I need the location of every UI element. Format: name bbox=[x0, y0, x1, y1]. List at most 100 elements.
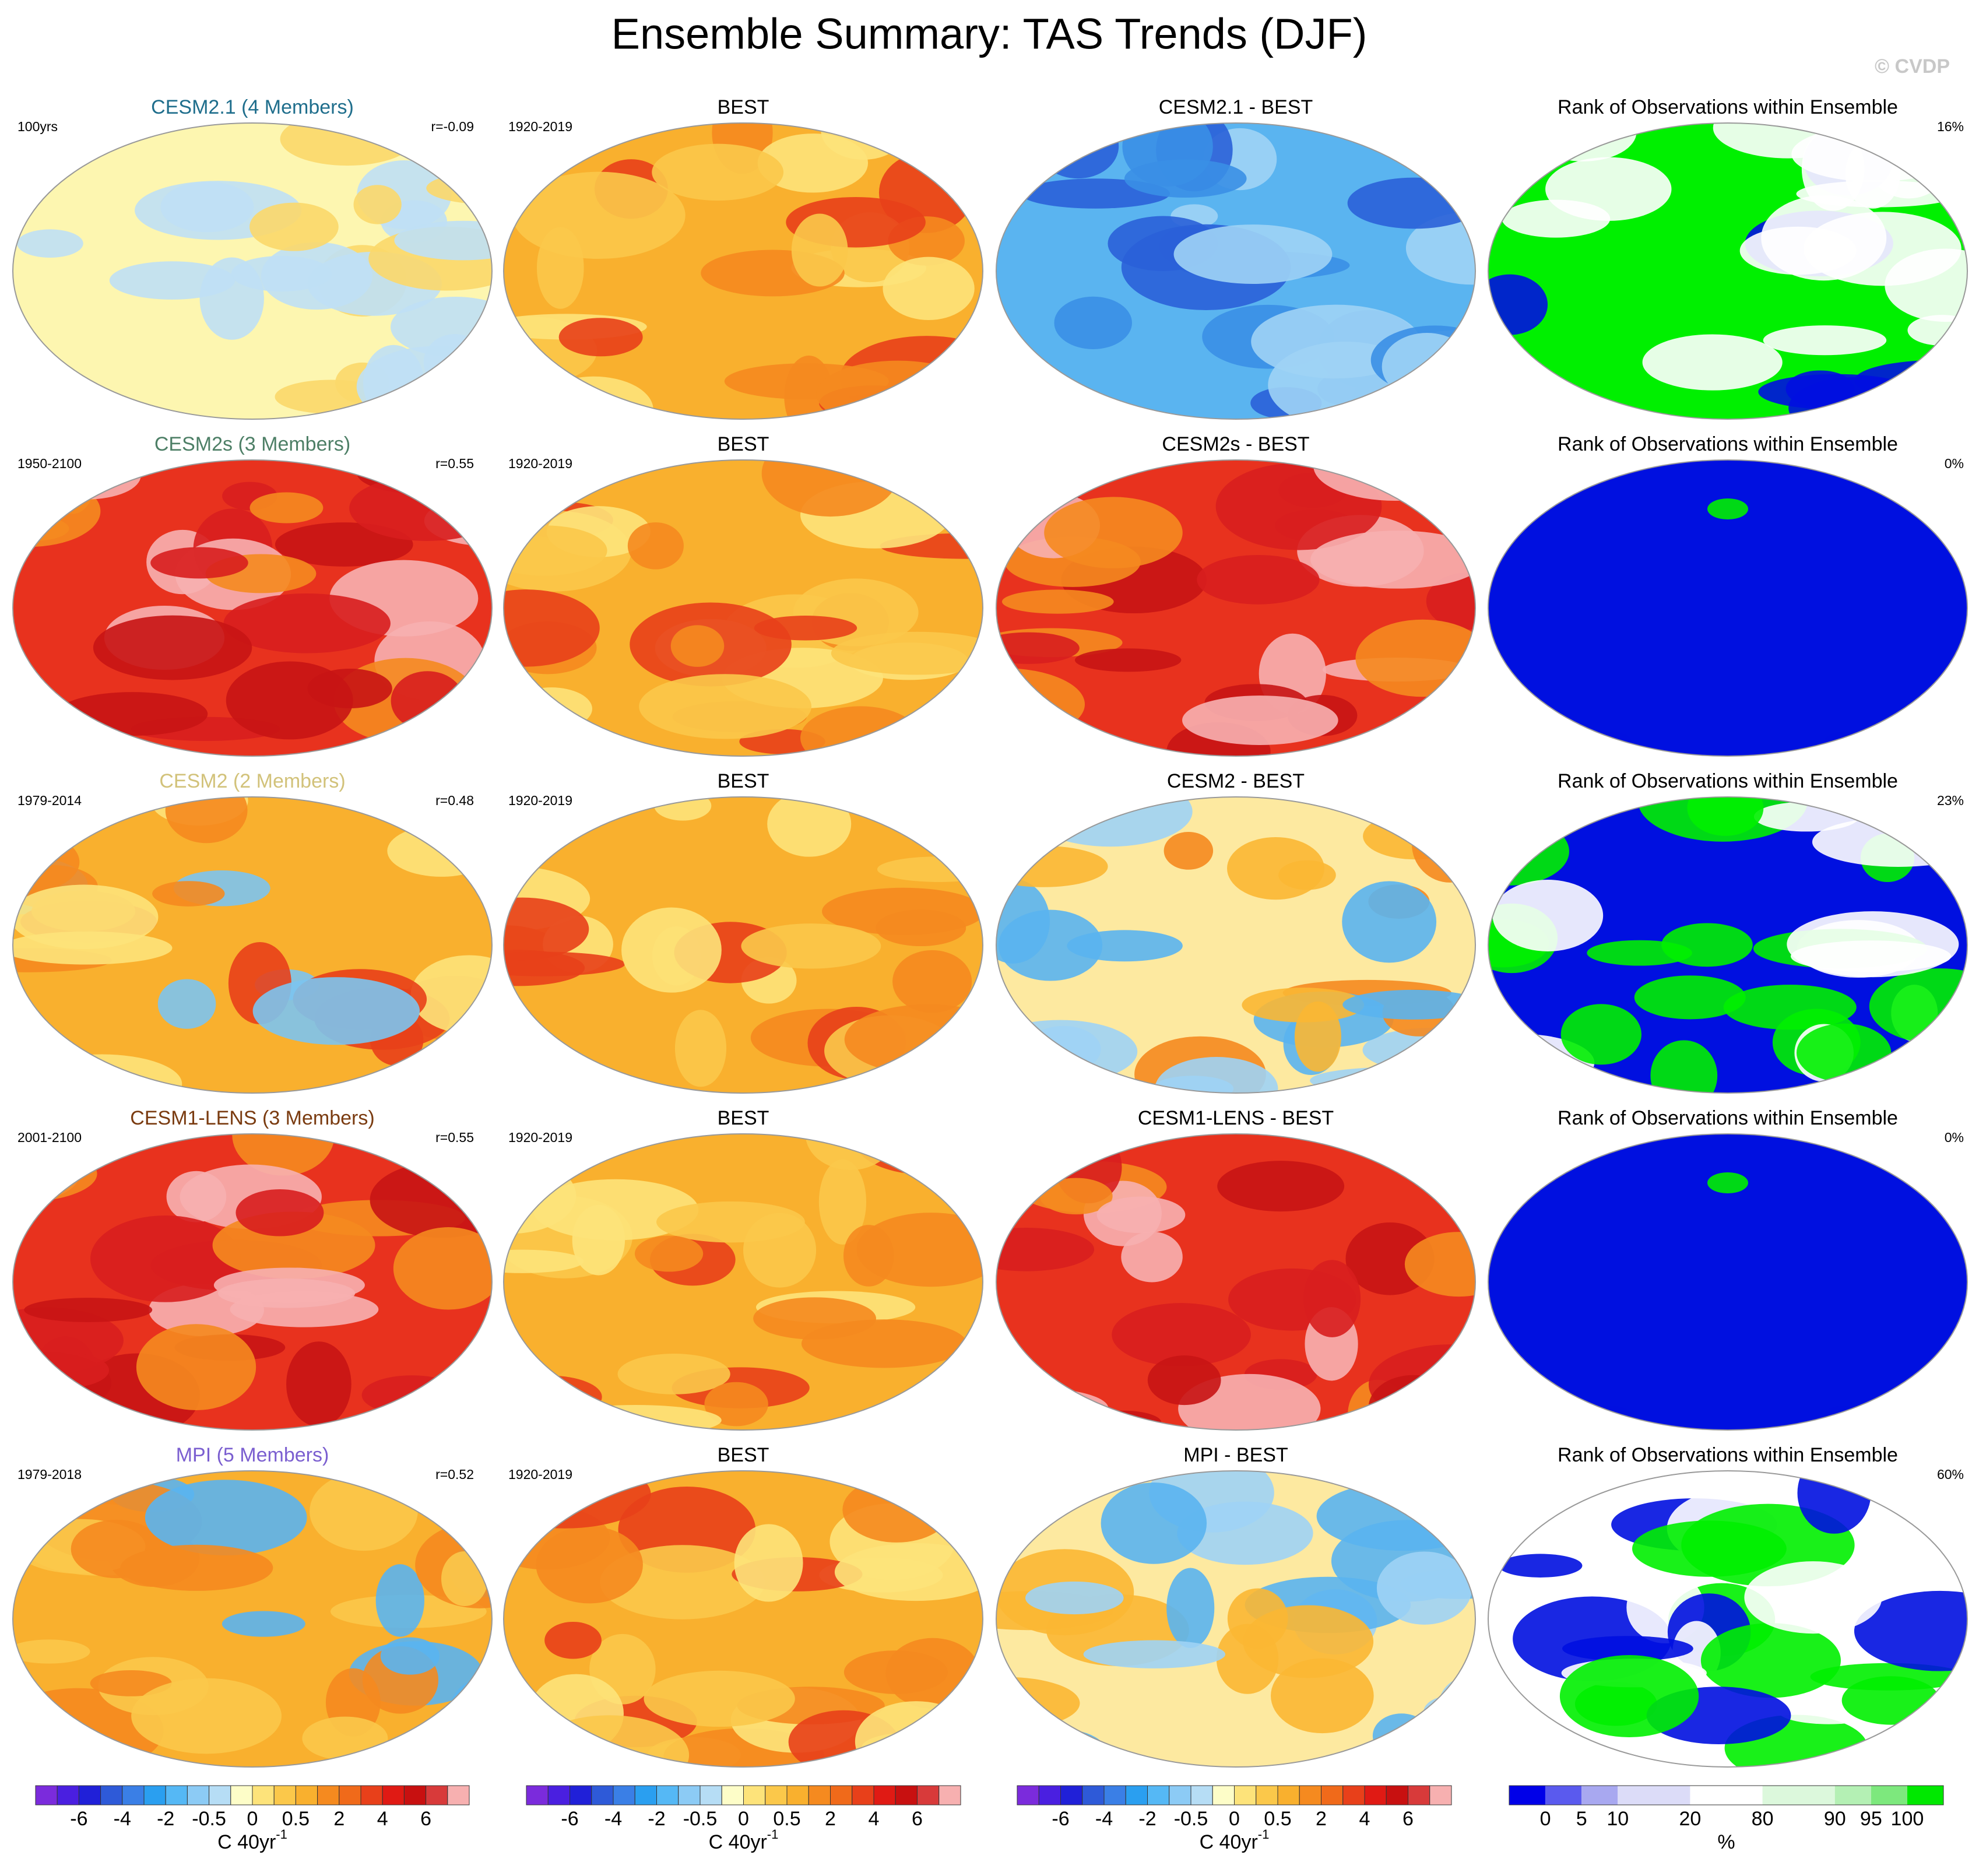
colorbar-box bbox=[591, 1785, 614, 1805]
panel-title: CESM2.1 - BEST bbox=[1159, 96, 1313, 118]
colorbar-box bbox=[765, 1785, 788, 1805]
colorbar-box bbox=[570, 1785, 592, 1805]
period-label: 100yrs bbox=[17, 119, 58, 134]
map-region bbox=[441, 1551, 488, 1607]
colorbar-label: 20 bbox=[1679, 1808, 1702, 1830]
map-region bbox=[1368, 1375, 1458, 1430]
period-label: 2001-2100 bbox=[17, 1130, 82, 1145]
colorbar-box bbox=[634, 1785, 657, 1805]
map-region bbox=[13, 1352, 110, 1389]
map-region bbox=[1411, 805, 1475, 883]
colorbar-box bbox=[1234, 1785, 1257, 1805]
map-region bbox=[1492, 880, 1604, 951]
panel-title: CESM2 - BEST bbox=[1167, 770, 1305, 792]
map-outline bbox=[996, 1470, 1476, 1768]
colorbar-units: C 40yr-1 bbox=[1200, 1827, 1270, 1853]
map-region bbox=[504, 897, 589, 961]
map-outline bbox=[1488, 1133, 1968, 1431]
map-region bbox=[887, 797, 940, 834]
colorbar-box bbox=[187, 1785, 210, 1805]
map-region bbox=[1310, 531, 1475, 589]
map-region bbox=[1845, 138, 1901, 209]
map-region bbox=[307, 669, 392, 709]
map bbox=[1488, 1134, 1967, 1430]
colorbar-box bbox=[1169, 1785, 1191, 1805]
colorbar-label: -4 bbox=[114, 1808, 131, 1830]
colorbar-box bbox=[721, 1785, 744, 1805]
map-region bbox=[1560, 1004, 1641, 1065]
map bbox=[1488, 1471, 1967, 1767]
map-region bbox=[370, 1162, 492, 1238]
colorbar-box bbox=[1212, 1785, 1235, 1805]
map-region bbox=[199, 257, 264, 340]
map-region bbox=[1812, 817, 1967, 867]
colorbar-box bbox=[273, 1785, 296, 1805]
map-region bbox=[1039, 1178, 1113, 1215]
map-region bbox=[842, 1477, 951, 1543]
map-outline bbox=[1488, 459, 1968, 757]
map-region bbox=[1841, 1676, 1940, 1725]
map bbox=[996, 1471, 1475, 1767]
map-region bbox=[734, 1524, 803, 1602]
figure-title: Ensemble Summary: TAS Trends (DJF) bbox=[611, 10, 1368, 58]
map-region bbox=[1001, 589, 1114, 614]
colorbar-box bbox=[35, 1785, 58, 1805]
colorbar-label: -2 bbox=[648, 1808, 665, 1830]
panel-title: CESM2s (3 Members) bbox=[154, 433, 350, 455]
map-region bbox=[393, 1227, 492, 1310]
map-region bbox=[1650, 1040, 1718, 1093]
colorbar-label: 0 bbox=[1540, 1808, 1551, 1830]
units-text: C 40yr bbox=[217, 1831, 276, 1853]
map-region bbox=[1498, 1554, 1583, 1578]
map-region bbox=[656, 1201, 805, 1243]
map-region bbox=[843, 1225, 894, 1287]
map-region bbox=[1177, 1501, 1313, 1565]
map-region bbox=[504, 1249, 584, 1273]
panel-title: BEST bbox=[718, 770, 769, 792]
map-region bbox=[1182, 695, 1338, 745]
map-outline bbox=[12, 459, 493, 757]
map-region bbox=[235, 1189, 324, 1236]
colorbar-box bbox=[1618, 1786, 1690, 1805]
colorbar-label: 2 bbox=[825, 1808, 836, 1830]
map-region bbox=[549, 1405, 722, 1430]
map-region bbox=[1166, 1568, 1215, 1648]
watermark: © CVDP bbox=[1875, 55, 1950, 78]
colorbar-box bbox=[1509, 1786, 1546, 1805]
colorbar-box bbox=[1429, 1785, 1452, 1805]
map-region bbox=[1035, 1134, 1112, 1162]
stat-label: 0% bbox=[1945, 456, 1964, 471]
map-region bbox=[674, 1010, 727, 1087]
map-outline bbox=[12, 1470, 493, 1768]
map-region bbox=[1121, 1231, 1183, 1283]
map-region bbox=[1342, 989, 1475, 1020]
map-region bbox=[1634, 975, 1746, 1020]
map-region bbox=[1124, 159, 1247, 198]
colorbar-box bbox=[209, 1785, 231, 1805]
map-outline bbox=[503, 796, 983, 1094]
map-region bbox=[90, 1670, 172, 1696]
map bbox=[504, 123, 983, 419]
units-text: C 40yr bbox=[709, 1831, 767, 1853]
colorbar-label: 100 bbox=[1891, 1808, 1924, 1830]
colorbar-label: 90 bbox=[1824, 1808, 1846, 1830]
map-region bbox=[617, 1354, 730, 1394]
colorbar-box bbox=[1364, 1785, 1387, 1805]
map-region bbox=[529, 1715, 690, 1767]
colorbar-box bbox=[613, 1785, 635, 1805]
colorbar-box bbox=[143, 1785, 166, 1805]
colorbar-label: 0.5 bbox=[773, 1808, 800, 1830]
panel-title: BEST bbox=[718, 1107, 769, 1129]
panel-title: CESM2.1 (4 Members) bbox=[151, 96, 354, 118]
map-region bbox=[286, 1341, 351, 1427]
map-region bbox=[544, 1621, 602, 1659]
map bbox=[1488, 797, 1967, 1093]
map-region bbox=[22, 1054, 182, 1093]
map-region bbox=[1437, 1676, 1475, 1741]
map bbox=[504, 1471, 983, 1767]
colorbar-box bbox=[873, 1785, 896, 1805]
map-region bbox=[1197, 554, 1320, 605]
map-outline bbox=[996, 796, 1476, 1094]
colorbar-box bbox=[1299, 1785, 1321, 1805]
colorbar-units: C 40yr-1 bbox=[217, 1827, 287, 1853]
